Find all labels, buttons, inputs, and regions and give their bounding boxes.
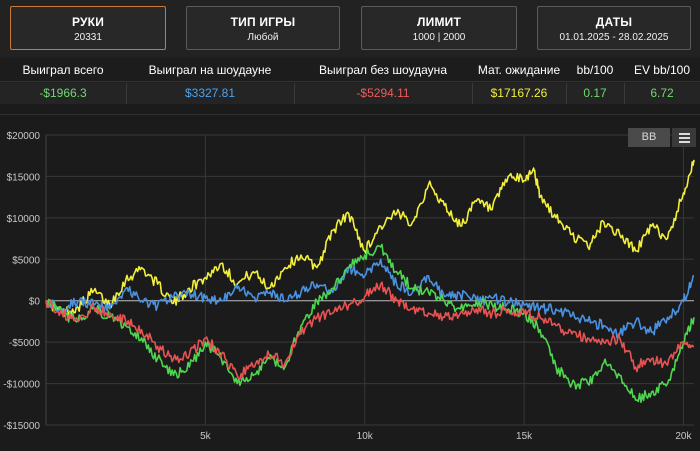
y-tick-label: $0 <box>29 297 41 308</box>
stats-values-row: -$1966.3 $3327.81 -$5294.11 $17167.26 0.… <box>0 83 700 104</box>
filter-limit-label: ЛИМИТ <box>417 15 461 29</box>
filter-hands-value: 20331 <box>74 32 102 43</box>
stats-value-total: -$1966.3 <box>39 86 87 100</box>
y-tick-label: -$10000 <box>3 380 40 391</box>
bb-unit-button[interactable]: BB <box>628 128 670 147</box>
x-tick-label: 10k <box>357 431 374 442</box>
filter-dates-value: 01.01.2025 - 28.02.2025 <box>559 32 669 43</box>
filter-bar: РУКИ 20331 ТИП ИГРЫ Любой ЛИМИТ 1000 | 2… <box>0 0 700 57</box>
filter-limit-value: 1000 | 2000 <box>412 32 466 43</box>
stats-value-ev-bb100: 6.72 <box>650 86 674 100</box>
stats-header-row: Выиграл всего Выиграл на шоудауне Выигра… <box>0 59 700 82</box>
y-tick-label: -$15000 <box>3 421 40 432</box>
filter-limit-button[interactable]: ЛИМИТ 1000 | 2000 <box>361 6 517 50</box>
stats-divider <box>294 83 295 104</box>
x-tick-label: 5k <box>200 431 212 442</box>
series-line-ev <box>45 159 695 317</box>
stats-table: Выиграл всего Выиграл на шоудауне Выигра… <box>0 57 700 104</box>
profit-chart: $20000 $15000 $10000 $5000 $0 -$5000 -$10000 -$… <box>0 114 700 451</box>
series-line-no_showdown <box>45 281 695 380</box>
x-tick-label: 15k <box>516 431 533 442</box>
series-line-total <box>45 243 695 404</box>
stats-header-bb100: bb/100 <box>576 63 614 77</box>
stats-header-showdown: Выиграл на шоудауне <box>148 63 272 77</box>
y-tick-label: $5000 <box>12 255 40 266</box>
y-tick-label: $10000 <box>7 214 41 225</box>
stats-value-no-showdown: -$5294.11 <box>356 86 410 100</box>
stats-header-ev-bb100: EV bb/100 <box>633 63 691 77</box>
x-tick-label: 20k <box>675 431 692 442</box>
stats-divider <box>624 83 625 104</box>
stats-header-ev: Мат. ожидание <box>477 63 561 77</box>
filter-game-type-button[interactable]: ТИП ИГРЫ Любой <box>186 6 340 50</box>
y-tick-label: $15000 <box>7 172 41 183</box>
stats-value-bb100: 0.17 <box>583 86 607 100</box>
filter-game-type-value: Любой <box>247 32 279 43</box>
stats-divider <box>472 83 473 104</box>
filter-hands-label: РУКИ <box>71 15 105 29</box>
profit-chart-svg: $20000 $15000 $10000 $5000 $0 -$5000 -$10000 -$… <box>3 131 695 442</box>
filter-dates-label: ДАТЫ <box>595 15 633 29</box>
stats-divider <box>566 83 567 104</box>
filter-game-type-label: ТИП ИГРЫ <box>230 15 296 29</box>
stats-value-ev: $17167.26 <box>490 86 548 100</box>
stats-divider <box>126 83 127 104</box>
filter-hands-button[interactable]: РУКИ 20331 <box>10 6 166 50</box>
stats-header-no-showdown: Выиграл без шоудауна <box>319 63 447 77</box>
hamburger-menu-icon[interactable] <box>672 128 696 147</box>
stats-header-total: Выиграл всего <box>22 63 104 77</box>
series-line-showdown <box>45 258 694 339</box>
y-tick-label: $20000 <box>7 131 41 142</box>
stats-value-showdown: $3327.81 <box>184 86 236 100</box>
y-tick-label: -$5000 <box>9 338 41 349</box>
filter-dates-button[interactable]: ДАТЫ 01.01.2025 - 28.02.2025 <box>537 6 691 50</box>
